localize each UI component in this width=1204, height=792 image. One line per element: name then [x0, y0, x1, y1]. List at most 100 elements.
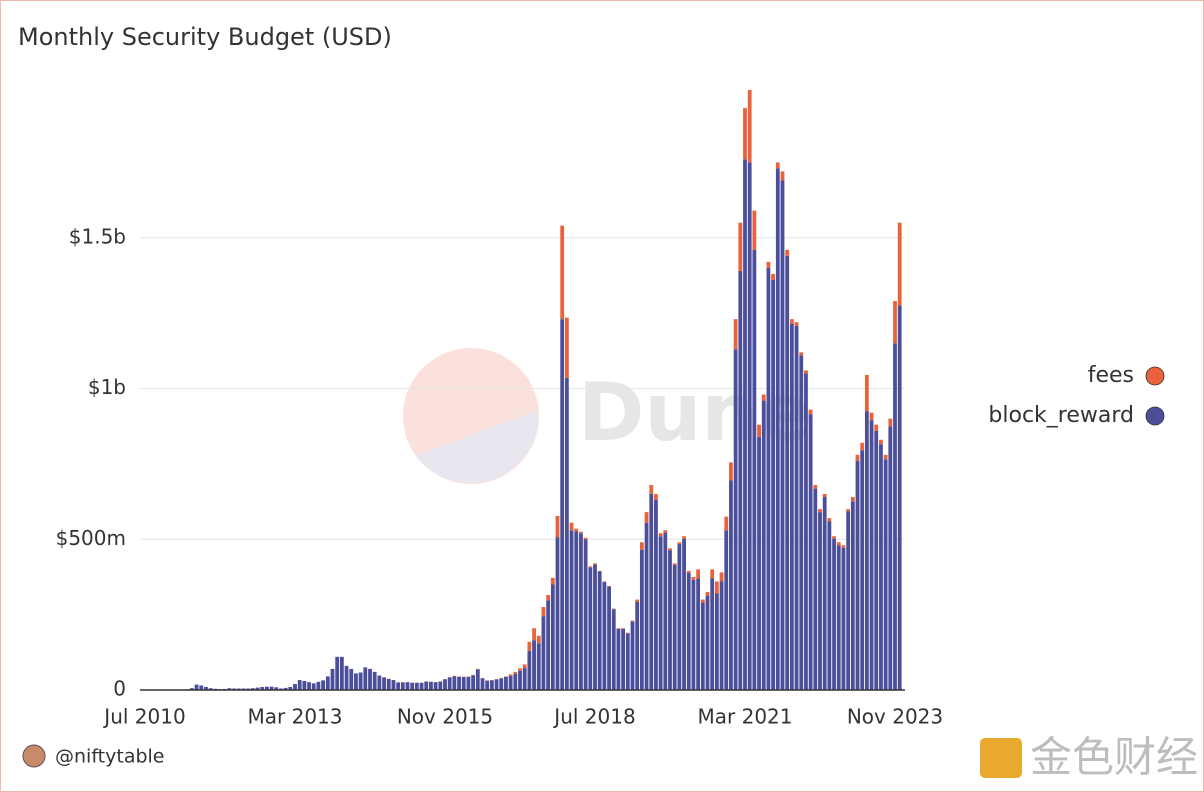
bar-segment: [682, 536, 686, 539]
bar-segment: [635, 601, 640, 690]
bar-segment: [729, 462, 733, 481]
bar-segment: [724, 530, 729, 690]
bar-segment: [883, 454, 888, 460]
bar-segment: [799, 355, 804, 690]
bar-segment: [443, 679, 447, 690]
bar-segment: [410, 682, 415, 690]
bar-segment: [541, 607, 546, 617]
bar-segment: [508, 675, 513, 690]
bar-segment: [550, 577, 555, 585]
bar-segment: [522, 664, 527, 668]
bar-segment: [593, 564, 597, 690]
bar-segment: [775, 168, 780, 690]
x-tick-label: Jul 2018: [552, 705, 635, 729]
bar-segment: [747, 90, 752, 163]
bar-segment: [832, 536, 836, 539]
bar-segment: [372, 671, 377, 690]
bar-segment: [602, 582, 607, 690]
bar-segment: [189, 688, 194, 690]
bar-segment: [860, 450, 865, 690]
bar-segment: [513, 671, 518, 674]
bar-segment: [532, 628, 536, 641]
chart-title: Monthly Security Budget (USD): [18, 23, 392, 51]
bar-segment: [293, 683, 297, 690]
bar-segment: [330, 668, 335, 690]
plot: [140, 90, 905, 691]
bar-segment: [639, 549, 644, 690]
bar-segment: [241, 688, 246, 690]
bar-segment: [593, 563, 597, 565]
bar-segment: [733, 349, 738, 690]
bar-segment: [658, 533, 663, 537]
bar-segment: [644, 512, 649, 523]
bar-segment: [625, 632, 630, 634]
bar-segment: [644, 522, 649, 690]
bar-segment: [691, 579, 696, 690]
bar-segment: [274, 687, 279, 690]
bar-segment: [630, 620, 635, 622]
y-tick-label: $1.5b: [69, 224, 126, 248]
y-tick-label: $1b: [88, 375, 126, 399]
bar-segment: [818, 509, 822, 513]
bar-segment: [869, 412, 874, 421]
bar-segment: [250, 688, 255, 690]
bar-segment: [771, 273, 776, 280]
bar-segment: [260, 686, 265, 690]
bar-segment: [264, 686, 269, 690]
bar-segment: [747, 162, 752, 690]
x-tick-label: Jul 2010: [102, 705, 185, 729]
bar-segment: [555, 516, 560, 538]
bar-segment: [663, 530, 668, 533]
bar-segment: [621, 628, 626, 629]
bar-segment: [344, 665, 349, 690]
author: @niftytable: [55, 746, 165, 768]
bar-segment: [466, 676, 471, 690]
bar-segment: [569, 522, 574, 531]
bar-segment: [255, 687, 260, 690]
bar-segment: [818, 512, 822, 690]
bar-segment: [232, 688, 236, 690]
bar-segment: [696, 578, 701, 690]
bar-segment: [654, 500, 658, 690]
bar-segment: [672, 563, 677, 565]
bar-segment: [846, 509, 851, 512]
bar-segment: [616, 628, 621, 629]
bar-segment: [508, 674, 513, 676]
bar-segment: [363, 667, 368, 690]
bar-segment: [836, 542, 841, 546]
bar-segment: [386, 678, 391, 690]
bar-segment: [752, 210, 757, 250]
bar-segment: [888, 418, 893, 427]
bar-segment: [527, 650, 532, 690]
bar-segment: [588, 567, 593, 690]
bar-segment: [302, 680, 307, 690]
bar-segment: [288, 686, 293, 690]
bar-segment: [789, 323, 794, 690]
bar-segment: [705, 595, 710, 690]
bar-segment: [804, 373, 808, 690]
bar-segment: [686, 570, 691, 574]
bar-segment: [691, 576, 696, 580]
x-tick-label: Nov 2023: [847, 705, 943, 729]
bar-segment: [536, 643, 541, 690]
bar-segment: [658, 536, 663, 690]
bar-segment: [588, 566, 593, 568]
bar-segment: [761, 394, 766, 401]
bar-segment: [579, 531, 583, 534]
y-tick-label: $500m: [56, 526, 126, 550]
bar-segment: [672, 564, 677, 690]
bar-segment: [714, 581, 719, 594]
bar-segment: [757, 424, 761, 437]
bar-segment: [527, 641, 532, 651]
bar-segment: [677, 544, 682, 690]
bar-segment: [897, 222, 902, 306]
bar-segment: [879, 444, 883, 690]
bar-segment: [532, 640, 536, 690]
bar-segment: [621, 628, 626, 690]
bar-segment: [775, 162, 780, 169]
bar-segment: [339, 656, 344, 690]
bar-segment: [204, 686, 208, 690]
bar-segment: [879, 439, 883, 445]
bar-segment: [822, 494, 827, 498]
